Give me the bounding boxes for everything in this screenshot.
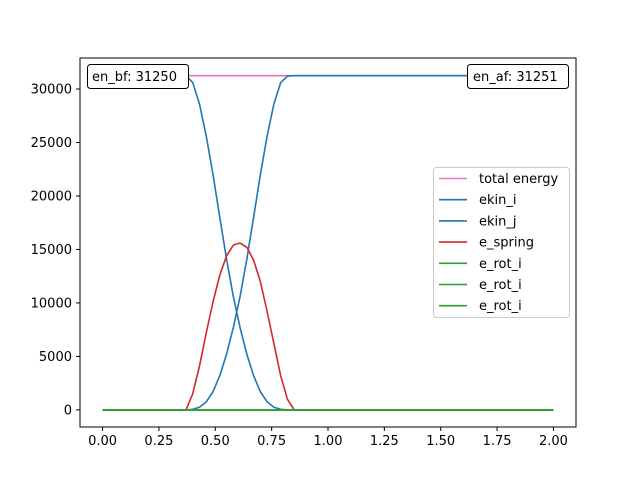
y-axis: 0 5000 10000 15000 20000 25000 30000 <box>31 83 80 418</box>
series-line-2 <box>102 74 554 411</box>
y-tick-label-3: 15000 <box>31 243 72 258</box>
y-tick-label-5: 25000 <box>31 136 72 151</box>
x-tick-label-0: 0.00 <box>88 434 117 449</box>
x-tick-label-8: 2.00 <box>539 434 568 449</box>
y-tick-label-4: 20000 <box>31 189 72 204</box>
y-tick-label-2: 10000 <box>31 296 72 311</box>
legend-label-0: total energy <box>479 172 558 187</box>
legend-label-1: ekin_i <box>479 193 517 208</box>
en-bf-annotation: en_bf: 31250 <box>87 64 189 89</box>
y-tick-label-6: 30000 <box>31 83 72 98</box>
y-tick-label-1: 5000 <box>39 350 72 365</box>
x-tick-label-3: 0.75 <box>257 434 286 449</box>
x-tick-label-5: 1.25 <box>370 434 399 449</box>
x-tick-label-2: 0.50 <box>201 434 230 449</box>
series-line-3 <box>102 242 554 411</box>
en-af-annotation: en_af: 31251 <box>467 64 569 89</box>
legend-label-5: e_rot_i <box>479 278 522 293</box>
legend: total energyekin_iekin_je_springe_rot_ie… <box>433 167 570 318</box>
x-tick-label-6: 1.50 <box>426 434 455 449</box>
legend-box <box>433 167 570 318</box>
legend-label-2: ekin_j <box>479 214 517 229</box>
legend-label-4: e_rot_i <box>479 257 522 272</box>
x-tick-label-1: 0.25 <box>144 434 173 449</box>
en-af-text: en_af: 31251 <box>473 70 558 85</box>
y-tick-label-0: 0 <box>64 403 72 418</box>
legend-label-6: e_rot_i <box>479 299 522 314</box>
en-bf-box <box>87 64 189 89</box>
x-axis: 0.00 0.25 0.50 0.75 1.00 1.25 1.50 1.75 2.00 <box>88 427 568 449</box>
x-tick-label-4: 1.00 <box>314 434 343 449</box>
en-bf-text: en_bf: 31250 <box>92 70 177 85</box>
x-tick-label-7: 1.75 <box>483 434 512 449</box>
legend-label-3: e_spring <box>479 236 534 251</box>
en-af-box <box>467 64 569 89</box>
